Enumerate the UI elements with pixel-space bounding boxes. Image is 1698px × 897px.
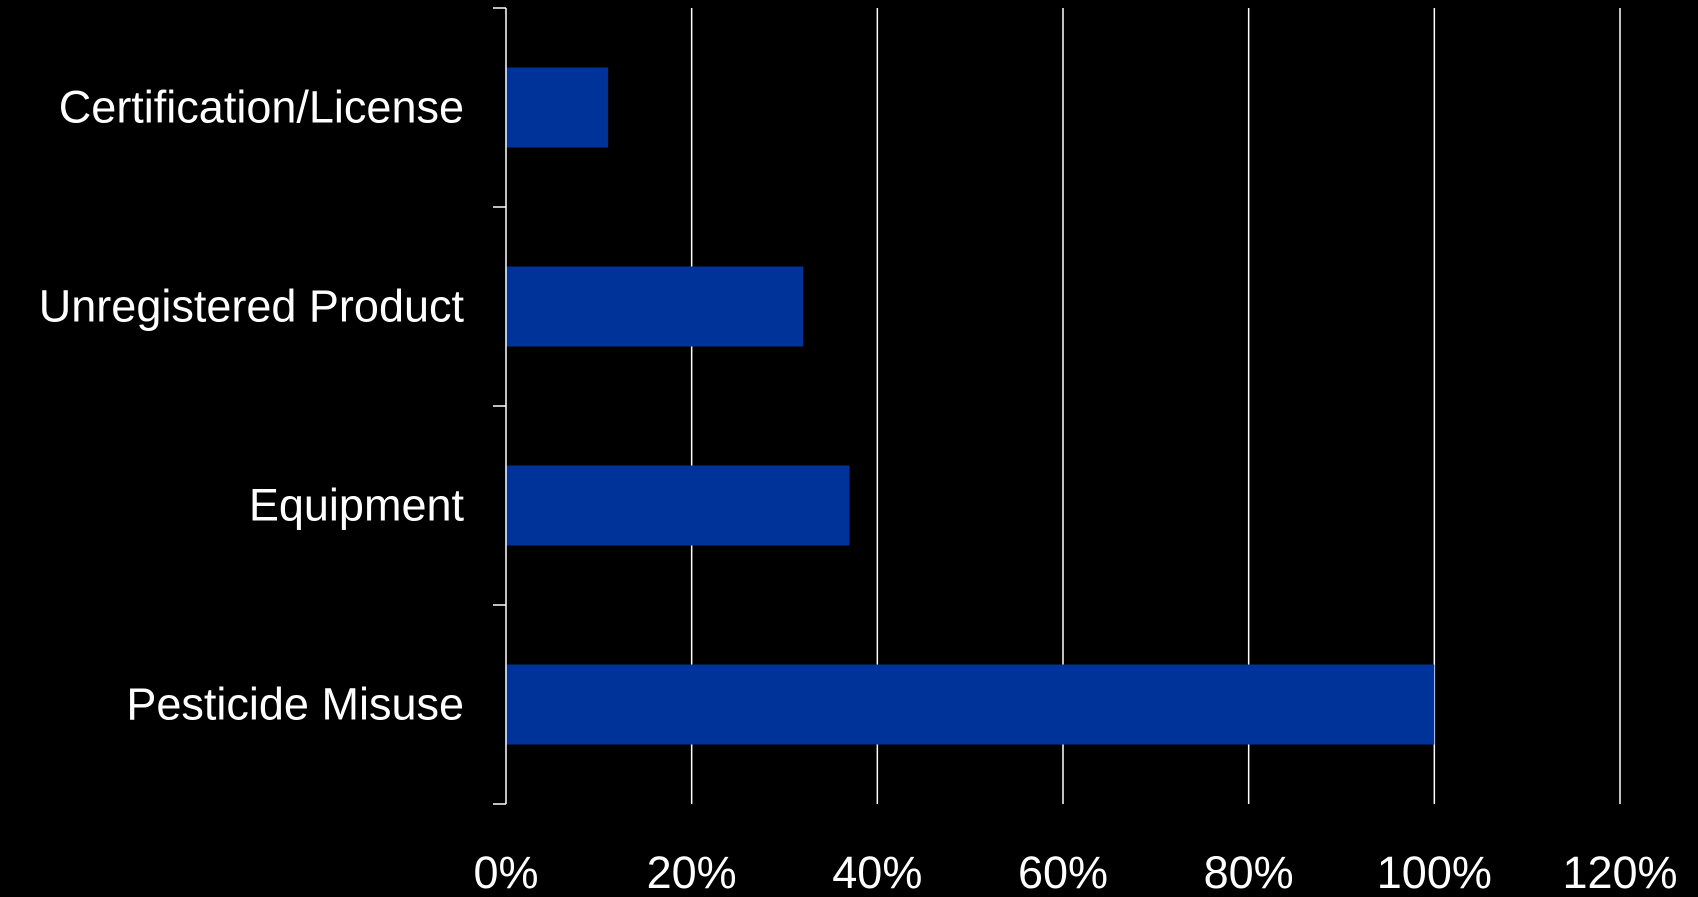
category-label-unregistered-product: Unregistered Product — [39, 281, 465, 332]
category-label-certification-license: Certification/License — [59, 82, 464, 133]
y-axis — [493, 7, 507, 805]
bar-certification-license — [506, 67, 609, 148]
x-tick-label-100: 100% — [1377, 847, 1492, 897]
x-tick-label-60: 60% — [1018, 847, 1108, 897]
bar-equipment — [506, 465, 850, 546]
category-label-equipment: Equipment — [249, 480, 465, 531]
x-tick-label-80: 80% — [1204, 847, 1294, 897]
x-tick-label-20: 20% — [647, 847, 737, 897]
x-tick-labels: 0% 20% 40% 60% 80% 100% 120% — [473, 847, 1677, 897]
x-tick-label-40: 40% — [832, 847, 922, 897]
bars — [506, 67, 1435, 745]
bar-pesticide-misuse — [506, 664, 1435, 745]
x-tick-label-0: 0% — [473, 847, 538, 897]
x-tick-label-120: 120% — [1562, 847, 1677, 897]
category-labels: Pesticide Misuse Equipment Unregistered Pr… — [39, 82, 465, 730]
bar-unregistered-product — [506, 266, 804, 347]
category-label-pesticide-misuse: Pesticide Misuse — [126, 679, 464, 730]
